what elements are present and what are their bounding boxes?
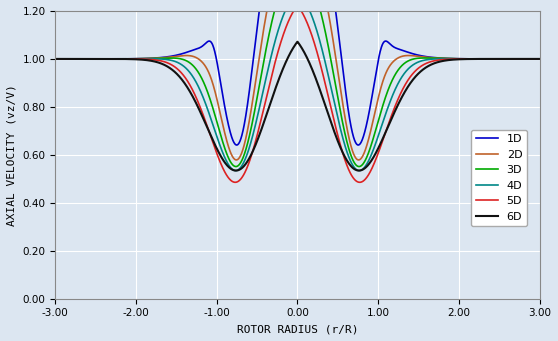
Line: 1D: 1D bbox=[55, 0, 540, 145]
4D bbox=[275, 28, 282, 32]
Legend: 1D, 2D, 3D, 4D, 5D, 6D: 1D, 2D, 3D, 4D, 5D, 6D bbox=[471, 130, 527, 226]
4D bbox=[523, 57, 530, 61]
2D bbox=[523, 57, 530, 61]
3D bbox=[434, 56, 440, 60]
1D bbox=[434, 56, 440, 60]
Line: 6D: 6D bbox=[55, 42, 540, 170]
4D bbox=[434, 57, 440, 61]
6D bbox=[522, 57, 529, 61]
6D bbox=[76, 57, 83, 61]
6D bbox=[523, 57, 530, 61]
5D bbox=[434, 58, 440, 62]
3D bbox=[233, 164, 239, 168]
4D bbox=[522, 57, 529, 61]
4D bbox=[536, 57, 543, 61]
2D bbox=[434, 56, 440, 60]
5D bbox=[52, 57, 59, 61]
2D bbox=[536, 57, 543, 61]
5D bbox=[76, 57, 83, 61]
3D bbox=[523, 57, 530, 61]
1D bbox=[523, 57, 530, 61]
6D bbox=[294, 40, 301, 44]
Line: 3D: 3D bbox=[55, 0, 540, 166]
2D bbox=[76, 57, 83, 61]
3D bbox=[52, 57, 59, 61]
1D bbox=[233, 143, 240, 147]
5D bbox=[294, 3, 301, 8]
6D bbox=[434, 60, 440, 64]
4D bbox=[288, 0, 295, 2]
1D bbox=[52, 57, 59, 61]
5D bbox=[288, 14, 295, 18]
2D bbox=[522, 57, 529, 61]
6D bbox=[233, 168, 239, 173]
Y-axis label: AXIAL VELOCITY (vz/V): AXIAL VELOCITY (vz/V) bbox=[7, 84, 17, 226]
2D bbox=[233, 158, 239, 162]
X-axis label: ROTOR RADIUS (r/R): ROTOR RADIUS (r/R) bbox=[237, 324, 358, 334]
6D bbox=[288, 49, 295, 54]
5D bbox=[232, 180, 239, 184]
4D bbox=[76, 57, 83, 61]
5D bbox=[536, 57, 543, 61]
6D bbox=[275, 79, 282, 83]
5D bbox=[523, 57, 530, 61]
3D bbox=[76, 57, 83, 61]
Line: 5D: 5D bbox=[55, 5, 540, 182]
6D bbox=[536, 57, 543, 61]
Line: 4D: 4D bbox=[55, 0, 540, 170]
6D bbox=[52, 57, 59, 61]
5D bbox=[522, 57, 529, 61]
3D bbox=[536, 57, 543, 61]
4D bbox=[232, 168, 239, 173]
5D bbox=[275, 49, 282, 53]
4D bbox=[52, 57, 59, 61]
Line: 2D: 2D bbox=[55, 0, 540, 160]
2D bbox=[52, 57, 59, 61]
1D bbox=[76, 57, 83, 61]
1D bbox=[522, 57, 529, 61]
1D bbox=[536, 57, 543, 61]
3D bbox=[522, 57, 529, 61]
